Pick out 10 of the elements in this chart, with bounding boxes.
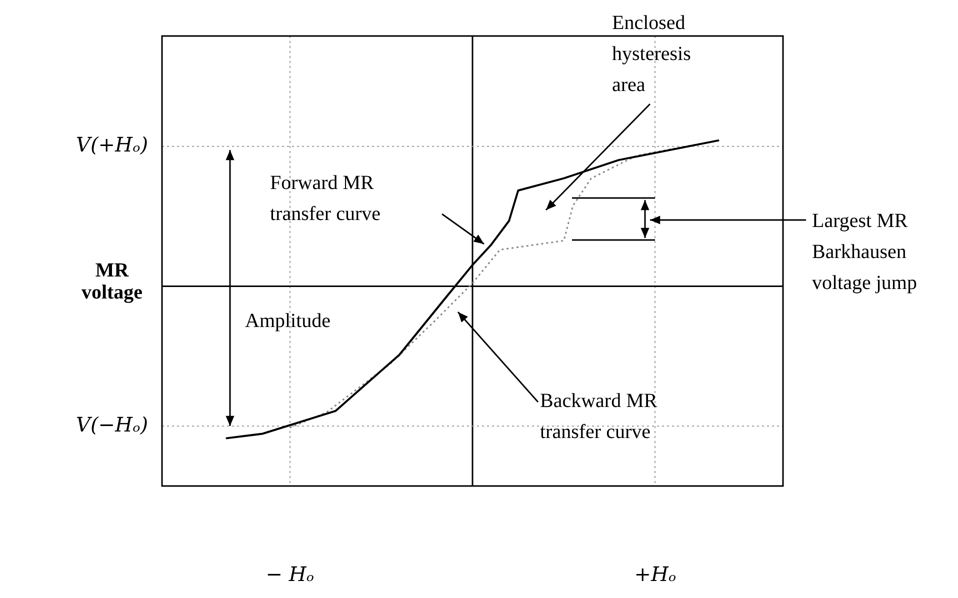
text: Largest MR Barkhausen voltage jump <box>812 209 918 296</box>
ref-line-label: V(−Hₒ) <box>76 412 148 436</box>
text: Enclosed hysteresis area <box>612 11 692 98</box>
annotation: Backward MR transfer curve <box>540 389 658 445</box>
x-tick-label: +Hₒ <box>634 562 676 586</box>
annotation: Amplitude <box>245 309 332 334</box>
y-axis-title: MR voltage <box>81 259 143 304</box>
annotation: Forward MR transfer curve <box>270 171 382 227</box>
x-tick-label: − Hₒ <box>266 562 314 586</box>
ref-line-label: V(+Hₒ) <box>76 132 148 157</box>
